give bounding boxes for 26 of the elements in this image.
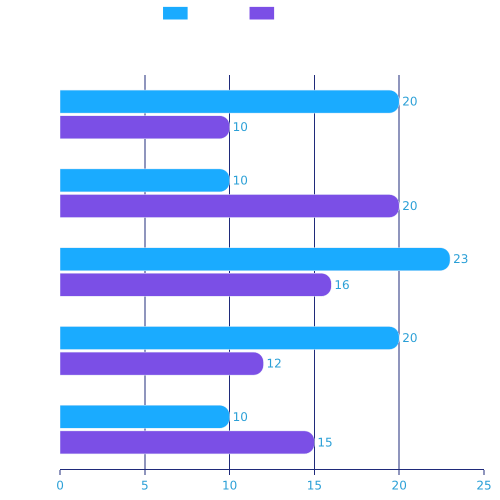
data-label: 20 — [402, 199, 418, 214]
bar — [60, 247, 450, 271]
bar — [60, 168, 230, 192]
data-label: 10 — [232, 120, 248, 134]
x-tick-label: 20 — [392, 478, 407, 492]
x-tick-label: 25 — [476, 478, 492, 492]
data-label: 20 — [402, 94, 418, 109]
bar — [60, 194, 400, 218]
data-label: 12 — [266, 356, 282, 371]
x-tick-label: 15 — [306, 478, 322, 492]
x-tick-label: 10 — [222, 478, 238, 492]
bar — [60, 405, 230, 429]
x-tick-label: 0 — [56, 478, 64, 492]
bar — [60, 115, 230, 139]
data-label: 15 — [317, 435, 333, 450]
bar — [60, 352, 264, 376]
data-label: 10 — [232, 410, 248, 424]
x-tick-label: 5 — [140, 478, 149, 492]
bar — [60, 90, 400, 114]
bar — [60, 273, 332, 297]
data-label: 16 — [334, 278, 350, 292]
bar — [60, 326, 400, 350]
bar — [60, 430, 315, 454]
data-label: 10 — [232, 173, 248, 188]
data-label: 23 — [453, 252, 468, 266]
data-label: 20 — [402, 330, 418, 345]
